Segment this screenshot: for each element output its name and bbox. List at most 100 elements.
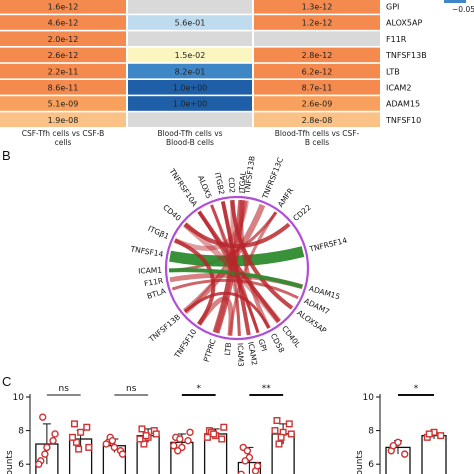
y-tick-label: 10 [363,393,375,403]
heatmap-cell-value: 5.1e-09 [48,100,79,109]
chord-label: CD40 [161,203,183,223]
heatmap-gene-label: ALOX5AP [386,19,422,28]
chord-label: GPI [256,338,268,353]
chord-label: ITGB2 [213,172,227,196]
heatmap-cell [0,0,126,14]
heatmap-cell [128,112,252,127]
data-point [49,436,57,445]
heatmap-cell-value: 8.2e-01 [175,67,206,76]
data-point [241,457,249,465]
heatmap-cell-value: 2.6e-09 [302,100,333,109]
data-point [70,420,78,428]
chord-label: LTB [223,342,233,356]
heatmap-cell [128,80,252,95]
heatmap-cell-value: 2.2e-11 [48,67,79,76]
heatmap-gene-label: TNFSF13B [385,51,427,60]
significance-label: ns [59,384,70,394]
heatmap-gene-label: ADAM15 [386,100,420,109]
heatmap-cell-value: 2.6e-12 [48,51,79,60]
chord-link [197,210,281,323]
heatmap-gene-label: TNFSF10 [385,116,421,125]
data-point [184,436,192,445]
significance-label: ns [126,384,137,394]
data-point [43,443,51,452]
data-point [210,430,218,438]
data-point [85,443,93,451]
chord-label: ITGAL [237,170,248,193]
data-point [77,428,85,436]
heatmap-cell [0,80,126,95]
data-point [138,425,146,433]
heatmap-column-header: B cells [305,138,329,147]
heatmap-cell-value: 6.2e-12 [302,67,333,76]
data-point [35,460,43,468]
heatmap-cell [128,15,252,30]
chord-label: AMFR [276,186,295,208]
heatmap-gene-label: F11R [386,35,407,44]
chord-label: TNFRSF14 [308,236,349,254]
panel-b-letter: B [2,148,11,163]
heatmap-cell [254,0,380,14]
legend-swatch [444,0,466,3]
chord-label: TNFSF14 [129,244,164,259]
heatmap-column-header: cells [55,138,72,147]
data-point [220,423,228,431]
heatmap-cell [254,31,380,46]
chord-link [210,204,260,334]
data-point [437,432,445,440]
data-point [275,440,283,448]
heatmap-cell [0,96,126,111]
heatmap-cell [254,63,380,79]
data-point [83,423,91,431]
data-point [142,432,150,440]
heatmap-cell [128,63,252,79]
data-point [271,427,279,435]
significance-label: * [414,384,419,394]
data-point [39,413,47,421]
chord-label: CD58 [269,332,287,355]
chord-label: TNFSF10 [172,327,199,360]
chord-label: TNFRSF13C [260,156,285,201]
chord-label: BTLA [146,286,168,301]
heatmap-column-header: Blood-B cells [166,138,214,147]
chord-label: CD2 [227,177,237,194]
data-point [389,442,397,450]
y-tick-label: 6 [368,460,374,470]
data-point [273,417,281,425]
data-point [41,450,49,458]
heatmap-cell-value: 1.0e+00 [173,100,208,109]
data-point [176,435,184,443]
heatmap-cell-value: 1.0e+00 [173,84,208,93]
y-axis-label: d counts [5,450,15,474]
y-tick-label: 6 [18,460,24,470]
chord-label: ALOX5 [196,174,214,200]
heatmap-cell [128,0,252,14]
heatmap-cell [254,15,380,30]
y-tick-label: 8 [368,427,374,437]
significance-label: ** [262,384,272,394]
chord-label: TNFRSF10A [167,166,200,209]
chord-link [174,238,216,326]
data-point [253,462,262,470]
chord-link [228,211,278,336]
data-point [136,435,144,443]
chord-label: F11R [143,276,163,288]
heatmap-gene-label: ICAM2 [386,84,411,93]
significance-label: * [197,384,202,394]
chord-label: CD22 [291,203,313,223]
heatmap-cell-value: 1.9e-08 [48,116,79,125]
heatmap-cell [254,96,380,111]
data-point [203,433,211,441]
heatmap-gene-label: GPI [386,3,399,12]
data-point [118,450,127,458]
chord-link [183,291,271,329]
heatmap-cell [0,112,126,127]
chord-link [221,201,241,337]
heatmap-cell [0,63,126,79]
data-point [68,433,76,441]
data-point [218,435,226,443]
heatmap-cell-value: 1.3e-12 [302,3,333,12]
chord-label: ICAM3 [236,343,246,367]
